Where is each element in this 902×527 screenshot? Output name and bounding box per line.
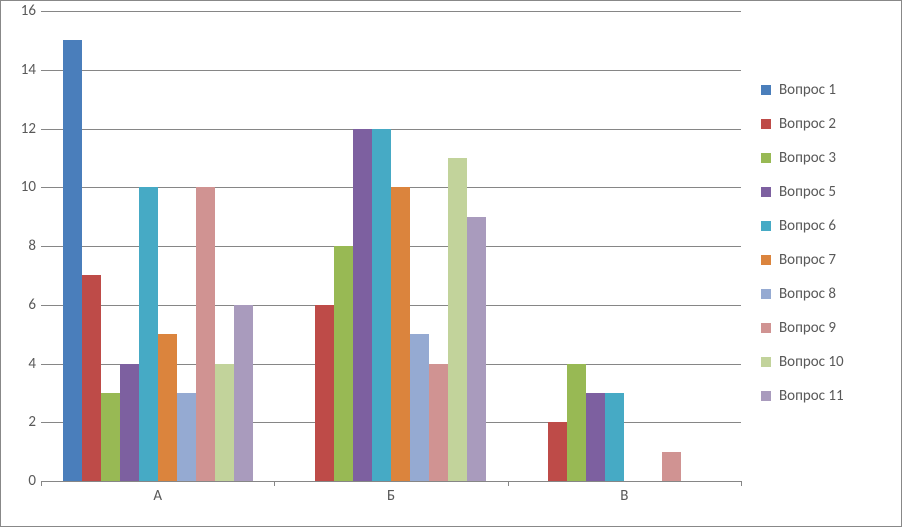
bar xyxy=(391,187,410,481)
y-tick-label: 6 xyxy=(6,296,36,314)
legend-swatch xyxy=(761,119,771,129)
gridline xyxy=(41,11,741,12)
legend-label: Вопрос 5 xyxy=(779,183,836,201)
bar xyxy=(215,364,234,482)
y-tick-label: 0 xyxy=(6,472,36,490)
legend-item: Вопрос 11 xyxy=(761,387,891,405)
x-tick-label: Б xyxy=(387,487,395,505)
bar xyxy=(63,40,82,481)
bar xyxy=(567,364,586,482)
y-tick-label: 12 xyxy=(6,120,36,138)
legend-swatch xyxy=(761,391,771,401)
bar xyxy=(234,305,253,481)
bar xyxy=(605,393,624,481)
bar xyxy=(467,217,486,481)
legend-label: Вопрос 6 xyxy=(779,217,836,235)
legend-swatch xyxy=(761,187,771,197)
legend-label: Вопрос 2 xyxy=(779,115,836,133)
legend-label: Вопрос 7 xyxy=(779,251,836,269)
legend-item: Вопрос 9 xyxy=(761,319,891,337)
bar xyxy=(662,452,681,481)
legend-label: Вопрос 8 xyxy=(779,285,836,303)
bar xyxy=(139,187,158,481)
legend-label: Вопрос 10 xyxy=(779,353,844,371)
bar xyxy=(101,393,120,481)
y-tick-label: 8 xyxy=(6,237,36,255)
bar xyxy=(429,364,448,482)
y-tick-label: 4 xyxy=(6,355,36,373)
legend: Вопрос 1 Вопрос 2 Вопрос 3 Вопрос 5 Вопрос … xyxy=(761,81,891,421)
y-tick-label: 10 xyxy=(6,178,36,196)
y-tick-label: 2 xyxy=(6,413,36,431)
gridline xyxy=(41,70,741,71)
bar xyxy=(448,158,467,481)
x-tick xyxy=(41,481,42,486)
bar xyxy=(158,334,177,481)
legend-swatch xyxy=(761,357,771,367)
bar xyxy=(82,275,101,481)
chart-container: Вопрос 1 Вопрос 2 Вопрос 3 Вопрос 5 Вопрос … xyxy=(0,0,902,527)
bar xyxy=(334,246,353,481)
bar xyxy=(586,393,605,481)
legend-label: Вопрос 3 xyxy=(779,149,836,167)
y-tick-label: 16 xyxy=(6,2,36,20)
bar xyxy=(548,422,567,481)
legend-item: Вопрос 6 xyxy=(761,217,891,235)
x-tick-label: В xyxy=(620,487,628,505)
bar xyxy=(372,129,391,482)
legend-label: Вопрос 1 xyxy=(779,81,836,99)
gridline xyxy=(41,129,741,130)
legend-swatch xyxy=(761,289,771,299)
bar xyxy=(177,393,196,481)
legend-item: Вопрос 8 xyxy=(761,285,891,303)
legend-swatch xyxy=(761,153,771,163)
legend-label: Вопрос 11 xyxy=(779,387,844,405)
plot-area xyxy=(41,11,741,481)
legend-item: Вопрос 1 xyxy=(761,81,891,99)
x-tick-label: А xyxy=(153,487,162,505)
bar xyxy=(120,364,139,482)
legend-item: Вопрос 10 xyxy=(761,353,891,371)
gridline xyxy=(41,481,741,482)
bar xyxy=(353,129,372,482)
x-tick xyxy=(508,481,509,486)
legend-item: Вопрос 3 xyxy=(761,149,891,167)
legend-swatch xyxy=(761,323,771,333)
legend-item: Вопрос 7 xyxy=(761,251,891,269)
legend-swatch xyxy=(761,221,771,231)
legend-item: Вопрос 2 xyxy=(761,115,891,133)
bar xyxy=(196,187,215,481)
legend-item: Вопрос 5 xyxy=(761,183,891,201)
legend-label: Вопрос 9 xyxy=(779,319,836,337)
x-tick xyxy=(274,481,275,486)
legend-swatch xyxy=(761,255,771,265)
x-tick xyxy=(741,481,742,486)
bar xyxy=(410,334,429,481)
y-tick-label: 14 xyxy=(6,61,36,79)
bar xyxy=(315,305,334,481)
legend-swatch xyxy=(761,85,771,95)
